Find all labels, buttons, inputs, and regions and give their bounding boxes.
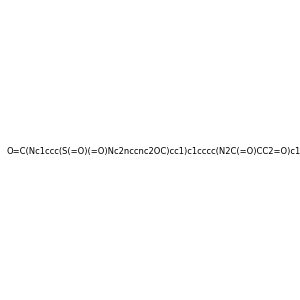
Text: O=C(Nc1ccc(S(=O)(=O)Nc2nccnc2OC)cc1)c1cccc(N2C(=O)CC2=O)c1: O=C(Nc1ccc(S(=O)(=O)Nc2nccnc2OC)cc1)c1cc… <box>7 147 300 156</box>
